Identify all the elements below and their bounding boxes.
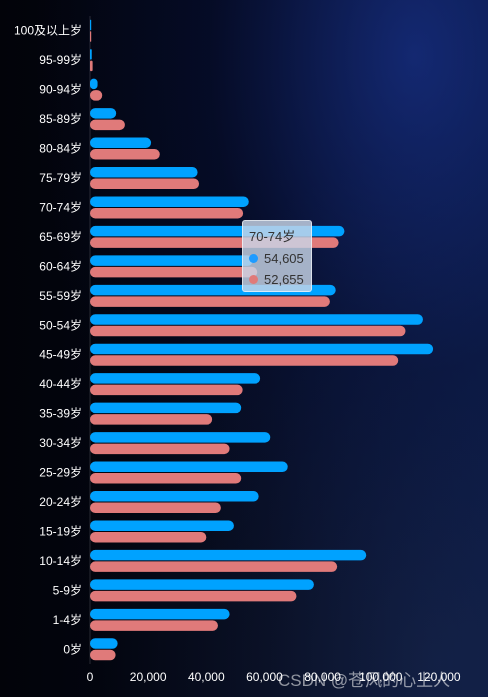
bar-series-2-100及以上岁[interactable] bbox=[90, 31, 92, 42]
bar-series-2-0岁[interactable] bbox=[90, 649, 116, 661]
bar-series-1-35-39岁[interactable] bbox=[90, 402, 242, 414]
y-tick-label: 5-9岁 bbox=[53, 582, 82, 597]
y-tick-label: 100及以上岁 bbox=[14, 23, 82, 38]
y-tick-label: 30-34岁 bbox=[39, 435, 82, 450]
bar-series-1-25-29岁[interactable] bbox=[90, 461, 288, 473]
y-tick-label: 60-64岁 bbox=[39, 258, 82, 273]
bar-series-1-70-74岁[interactable] bbox=[90, 196, 249, 207]
y-tick-label: 75-79岁 bbox=[39, 170, 82, 185]
bar-series-2-35-39岁[interactable] bbox=[90, 414, 213, 425]
x-tick-label: 20,000 bbox=[130, 670, 167, 684]
series-1-marker-icon bbox=[249, 254, 258, 263]
bar-series-1-1-4岁[interactable] bbox=[90, 608, 230, 620]
bar-series-1-85-89岁[interactable] bbox=[90, 108, 117, 119]
bar-series-2-75-79岁[interactable] bbox=[90, 178, 200, 190]
bar-series-1-95-99岁[interactable] bbox=[90, 49, 92, 60]
y-tick-label: 50-54岁 bbox=[39, 317, 82, 332]
bar-series-1-80-84岁[interactable] bbox=[90, 137, 152, 149]
bar-series-1-100及以上岁[interactable] bbox=[90, 19, 92, 31]
tooltip: 70-74岁 54,605 52,655 bbox=[242, 220, 312, 292]
y-tick-label: 35-39岁 bbox=[39, 406, 82, 421]
y-tick-label: 1-4岁 bbox=[53, 612, 82, 627]
x-tick-label: 100,000 bbox=[359, 670, 403, 684]
y-tick-label: 65-69岁 bbox=[39, 229, 82, 244]
y-tick-label: 40-44岁 bbox=[39, 376, 82, 391]
bar-series-2-85-89岁[interactable] bbox=[90, 119, 125, 131]
series-2-marker-icon bbox=[249, 275, 258, 284]
tooltip-row-series-2: 52,655 bbox=[249, 269, 305, 290]
x-tick-label: 60,000 bbox=[246, 670, 283, 684]
tooltip-value-series-2: 52,655 bbox=[264, 272, 304, 287]
bars-group bbox=[90, 19, 434, 661]
y-tick-label: 0岁 bbox=[63, 641, 82, 656]
bar-series-2-70-74岁[interactable] bbox=[90, 207, 244, 219]
y-tick-label: 25-29岁 bbox=[39, 465, 82, 480]
bar-series-1-0岁[interactable] bbox=[90, 638, 118, 649]
y-tick-label: 80-84岁 bbox=[39, 141, 82, 156]
y-tick-label: 85-89岁 bbox=[39, 111, 82, 126]
bar-series-1-20-24岁[interactable] bbox=[90, 491, 259, 502]
bar-series-1-90-94岁[interactable] bbox=[90, 78, 98, 90]
y-tick-label: 90-94岁 bbox=[39, 82, 82, 97]
y-tick-label: 95-99岁 bbox=[39, 52, 82, 67]
tooltip-value-series-1: 54,605 bbox=[264, 251, 304, 266]
bar-series-2-30-34岁[interactable] bbox=[90, 443, 230, 455]
bar-series-2-5-9岁[interactable] bbox=[90, 590, 297, 602]
bar-series-2-20-24岁[interactable] bbox=[90, 502, 221, 514]
bar-series-2-95-99岁[interactable] bbox=[90, 60, 93, 72]
bar-series-2-90-94岁[interactable] bbox=[90, 90, 103, 101]
x-axis-labels: 0 20,000 40,000 60,000 80,000 100,000 120,000 bbox=[87, 670, 461, 684]
bar-series-2-80-84岁[interactable] bbox=[90, 149, 160, 160]
y-tick-label: 45-49岁 bbox=[39, 347, 82, 362]
tooltip-title: 70-74岁 bbox=[249, 229, 296, 244]
bar-series-2-25-29岁[interactable] bbox=[90, 473, 242, 484]
bar-series-1-50-54岁[interactable] bbox=[90, 314, 423, 325]
watermark: CSDN @苍风的心上人 bbox=[278, 671, 451, 690]
bar-series-2-1-4岁[interactable] bbox=[90, 620, 218, 631]
bar-series-1-30-34岁[interactable] bbox=[90, 432, 271, 443]
y-tick-label: 20-24岁 bbox=[39, 494, 82, 509]
bar-series-1-45-49岁[interactable] bbox=[90, 343, 434, 355]
bar-series-1-75-79岁[interactable] bbox=[90, 167, 198, 178]
y-tick-label: 70-74岁 bbox=[39, 199, 82, 214]
y-tick-label: 55-59岁 bbox=[39, 288, 82, 303]
y-tick-label: 15-19岁 bbox=[39, 523, 82, 538]
bar-series-2-60-64岁[interactable] bbox=[90, 266, 258, 278]
bar-series-2-10-14岁[interactable] bbox=[90, 561, 338, 572]
bar-series-2-45-49岁[interactable] bbox=[90, 355, 399, 366]
tooltip-row-series-1: 54,605 bbox=[249, 248, 305, 269]
y-axis-labels: 0岁 1-4岁 5-9岁 10-14岁 15-19岁 20-24岁 25-29岁 30-34岁… bbox=[14, 23, 82, 657]
y-tick-label: 10-14岁 bbox=[39, 553, 82, 568]
bar-series-2-15-19岁[interactable] bbox=[90, 531, 207, 543]
bar-series-1-10-14岁[interactable] bbox=[90, 549, 367, 561]
x-tick-label: 40,000 bbox=[188, 670, 225, 684]
bar-series-1-15-19岁[interactable] bbox=[90, 520, 234, 531]
bar-series-2-55-59岁[interactable] bbox=[90, 296, 330, 307]
x-tick-label: 0 bbox=[87, 670, 94, 684]
bar-series-1-60-64岁[interactable] bbox=[90, 255, 253, 266]
x-tick-label: 80,000 bbox=[304, 670, 341, 684]
bar-series-1-5-9岁[interactable] bbox=[90, 579, 314, 590]
x-tick-label: 120,000 bbox=[417, 670, 461, 684]
bar-series-2-40-44岁[interactable] bbox=[90, 384, 243, 396]
bar-series-1-40-44岁[interactable] bbox=[90, 373, 261, 384]
bar-series-2-50-54岁[interactable] bbox=[90, 325, 406, 337]
